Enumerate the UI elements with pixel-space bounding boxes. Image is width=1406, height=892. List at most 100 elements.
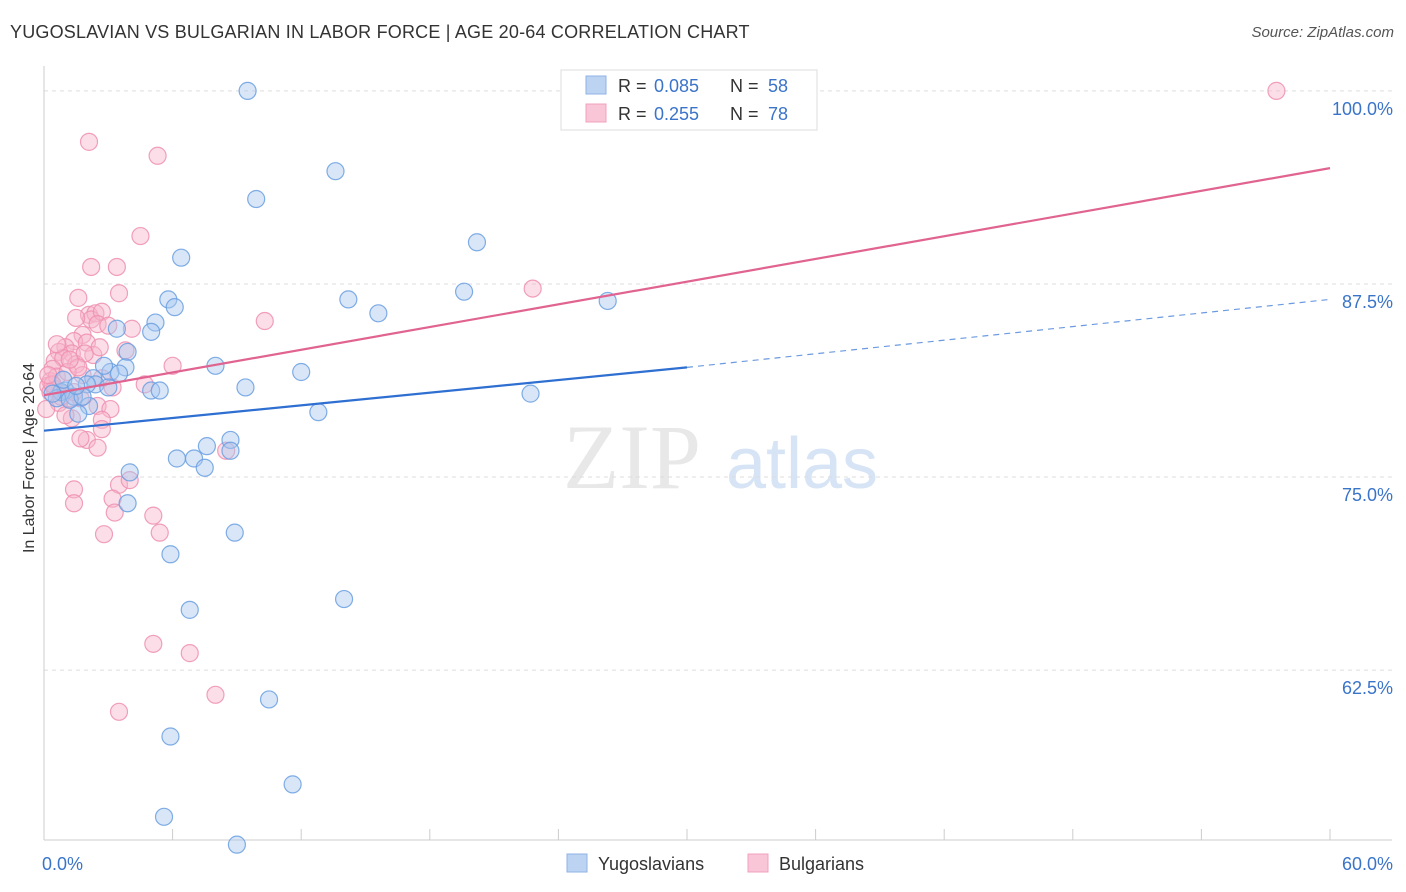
yugoslavian-point [259, 690, 279, 709]
yugoslavian-point [118, 342, 137, 362]
legend-n-value-2: 78 [768, 104, 788, 124]
yugoslavian-point [195, 458, 214, 477]
yugoslavian-point [221, 441, 240, 460]
series-legend-pink-swatch [747, 853, 769, 873]
watermark-atlas: atlas [726, 424, 878, 504]
bulgarian-point [37, 399, 56, 419]
yugoslavian-point [283, 775, 302, 794]
series-legend: Yugoslavians Bulgarians [566, 853, 864, 874]
yugoslavian-point [247, 189, 266, 209]
yugoslavian-point [467, 233, 487, 252]
y-tick-label: 100.0% [1332, 99, 1393, 119]
bulgarian-point [122, 319, 141, 338]
bulgarian-point [144, 634, 163, 653]
bulgarian-point [82, 257, 101, 277]
legend-n-value-1: 58 [768, 76, 788, 96]
trend-lines [43, 167, 1331, 432]
bulgarian-point [217, 441, 236, 460]
yugoslavian-point [107, 319, 126, 338]
yugoslavian-point [165, 298, 184, 317]
yugoslavian-point [180, 600, 199, 619]
bulgarian-point [47, 335, 66, 354]
y-tick-label: 87.5% [1342, 292, 1393, 312]
yugoslavian-point [154, 807, 174, 826]
y-tick-label: 62.5% [1342, 678, 1393, 698]
x-tick-label-min: 0.0% [42, 854, 83, 874]
legend-r-value-1: 0.085 [654, 76, 699, 96]
bulgarian-point [105, 503, 124, 522]
yugoslavian-point [339, 290, 358, 309]
bulgarian-point [144, 506, 163, 525]
bulgarian-point [150, 523, 169, 542]
yugoslavian-point [236, 378, 255, 397]
yugoslavian-point [99, 378, 118, 397]
bulgarian-point [64, 494, 84, 513]
bulgarian-point [69, 288, 88, 307]
legend-r-label-2: R = [618, 104, 647, 124]
bulgarian-point [120, 471, 139, 490]
y-tick-labels: 62.5% 75.0% 87.5% 100.0% [1332, 99, 1393, 698]
yugoslavian-point [227, 835, 246, 854]
series-legend-blue-swatch [566, 853, 588, 873]
yugoslavian-point [238, 81, 257, 100]
x-tick-labels: 0.0% 60.0% [42, 854, 1393, 874]
yugoslavian-point [94, 356, 114, 375]
source-credit: Source: ZipAtlas.com [1251, 24, 1394, 41]
legend-n-label-1: N = [730, 76, 759, 96]
bulgarian-point [109, 284, 129, 303]
yugoslavian-point [369, 304, 388, 323]
bulgarian-point [60, 350, 79, 369]
legend-r-value-2: 0.255 [654, 104, 699, 124]
yugoslavian-trend-extension [686, 298, 1331, 368]
yugoslavian-point [221, 430, 240, 450]
x-tick-label-max: 60.0% [1342, 854, 1393, 874]
bulgarian-point [163, 356, 182, 375]
bulgarian-point [107, 257, 126, 277]
series-legend-yugoslavians: Yugoslavians [598, 854, 704, 874]
yugoslavian-point [142, 322, 161, 341]
bulgarians-points [37, 81, 1286, 721]
yugoslavian-point [161, 727, 180, 746]
bulgarian-point [109, 702, 129, 721]
legend-blue-swatch [585, 75, 607, 95]
y-tick-label: 75.0% [1342, 485, 1393, 505]
bulgarian-trend-line [43, 167, 1331, 397]
yugoslavian-point [109, 364, 129, 383]
stats-legend: R = 0.085 N = 58 R = 0.255 N = 78 [560, 69, 818, 131]
bulgarian-point [206, 685, 225, 704]
legend-pink-swatch [585, 103, 607, 123]
bulgarian-point [131, 226, 150, 246]
bulgarian-point [1267, 81, 1286, 100]
bulgarian-point [92, 420, 111, 439]
bulgarian-point [71, 429, 90, 448]
bulgarian-point [90, 338, 109, 357]
yugoslavian-point [309, 403, 328, 422]
yugoslavian-point [197, 437, 216, 456]
legend-r-label-1: R = [618, 76, 647, 96]
yugoslavian-point [167, 449, 186, 468]
bulgarian-point [39, 365, 58, 385]
yugoslavian-point [521, 384, 540, 403]
bulgarian-point [67, 308, 86, 328]
watermark-zip: ZIP [563, 406, 701, 508]
yugoslavian-point [69, 404, 88, 423]
bulgarian-point [180, 644, 199, 663]
yugoslavian-point [172, 248, 191, 267]
yugoslavian-point [454, 282, 474, 301]
bulgarian-point [64, 480, 84, 499]
bulgarian-point [255, 311, 274, 331]
yugoslavian-point [326, 162, 345, 181]
y-axis-label: In Labor Force | Age 20-64 [21, 363, 38, 553]
yugoslavian-point [67, 376, 86, 396]
yugoslavian-point [118, 494, 137, 513]
yugoslavian-point [225, 523, 244, 542]
grid-lines [44, 90, 1392, 671]
yugoslavians-points [43, 81, 617, 854]
yugoslavian-point [292, 362, 311, 382]
chart-title: YUGOSLAVIAN VS BULGARIAN IN LABOR FORCE … [10, 22, 750, 42]
yugoslavian-point [150, 381, 169, 400]
legend-n-label-2: N = [730, 104, 759, 124]
axes [43, 66, 1392, 841]
yugoslavian-trend-line [43, 366, 688, 432]
